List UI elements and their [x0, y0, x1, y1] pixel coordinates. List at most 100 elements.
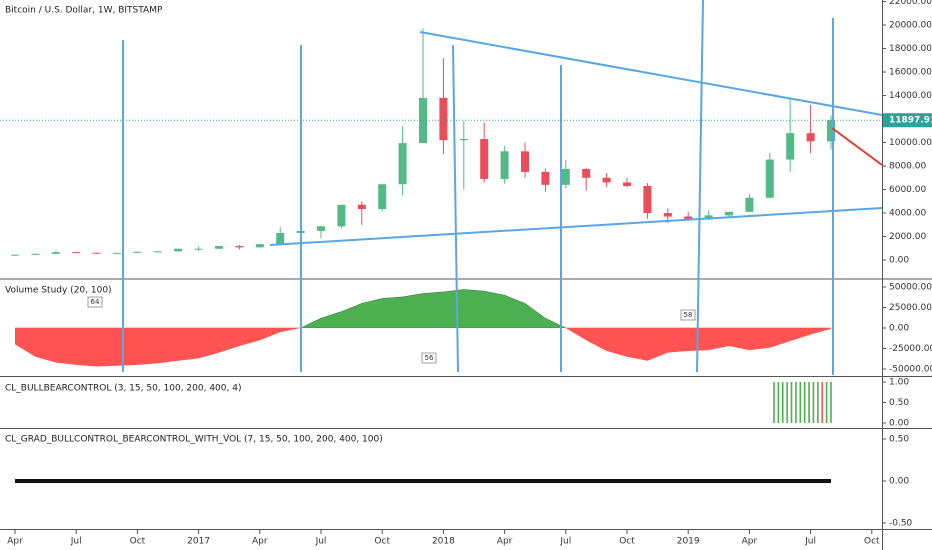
candle-body: [194, 248, 203, 250]
candle-body: [765, 159, 774, 198]
y-tick-label: 4000.00: [889, 209, 926, 219]
bar: [790, 382, 793, 423]
candle-body: [786, 133, 795, 160]
candle-body: [418, 97, 427, 144]
x-tick-label: Oct: [130, 537, 146, 547]
x-tick-label: Apr: [742, 537, 758, 547]
pane-title: Volume Study (20, 100): [5, 286, 112, 296]
annotation-box: [87, 296, 103, 308]
candle-body: [112, 252, 121, 254]
y-tick-label: 18000.00: [889, 44, 932, 54]
annotation-box: [421, 352, 437, 364]
candle-body: [235, 246, 244, 248]
candle-body: [806, 133, 815, 142]
bar: [795, 382, 797, 423]
y-tick-label: 6000.00: [889, 185, 926, 195]
candle-body: [480, 139, 489, 179]
annotation: 58: [684, 311, 693, 319]
candle-body: [10, 254, 19, 256]
y-tick-label: 25000.00: [889, 303, 932, 313]
candle-body: [561, 168, 570, 185]
y-tick-label: 0.00: [889, 256, 909, 266]
x-tick-label: Apr: [7, 537, 23, 547]
projection-line: [831, 127, 883, 166]
annotation-box: [680, 309, 696, 321]
x-tick-label: Apr: [497, 537, 513, 547]
last-price-label: 11897.91: [889, 116, 932, 126]
candle-body: [704, 215, 713, 220]
vertical-line: [452, 44, 459, 373]
candle-body: [153, 251, 162, 253]
candle-body: [541, 171, 550, 185]
x-tick-label: Jul: [559, 537, 571, 547]
bar: [817, 382, 819, 423]
y-tick-label: 16000.00: [889, 68, 932, 78]
drawings: [122, 0, 883, 375]
candle-body: [214, 246, 223, 249]
x-tick-label: Apr: [252, 537, 268, 547]
x-tick-label: Oct: [619, 537, 635, 547]
vertical-line: [696, 0, 704, 373]
trend-line: [419, 31, 883, 116]
candle-body: [398, 143, 407, 185]
x-tick-label: 2019: [677, 537, 700, 547]
y-tick-label: 0.00: [889, 476, 909, 486]
candle-body: [31, 253, 40, 255]
candle-body: [520, 151, 529, 172]
y-tick-label: 2000.00: [889, 232, 926, 242]
y-tick-label: 20000.00: [889, 21, 932, 31]
candle-body: [724, 211, 733, 216]
candle-body: [582, 168, 591, 178]
trend-line: [269, 207, 883, 246]
bar: [825, 382, 828, 423]
y-tick-label: 0.50: [889, 434, 909, 444]
candle-body: [72, 252, 81, 254]
candle-body: [92, 252, 101, 254]
x-tick-label: Oct: [374, 537, 390, 547]
x-tick-label: Oct: [864, 537, 880, 547]
y-tick-label: 0.00: [889, 324, 909, 334]
bar: [803, 382, 806, 423]
bar: [781, 382, 784, 423]
y-tick-label: 0.00: [889, 418, 909, 428]
y-tick-label: -0.50: [889, 518, 913, 528]
bar: [812, 382, 815, 423]
volume-area-negative: [14, 328, 831, 367]
annotation: 56: [425, 354, 434, 362]
bar: [808, 382, 810, 423]
x-tick-label: Jul: [804, 537, 816, 547]
candle-body: [378, 184, 387, 210]
candle-body: [459, 139, 468, 141]
bar: [773, 382, 775, 423]
candle-body: [663, 213, 672, 217]
candle-body: [602, 177, 611, 183]
candle-body: [255, 244, 264, 248]
pane-title: CL_BULLBEARCONTROL (3, 15, 50, 100, 200,…: [5, 384, 241, 394]
candle-body: [316, 226, 325, 231]
y-tick-label: 22000.00: [889, 0, 932, 7]
y-tick-label: 8000.00: [889, 162, 926, 172]
candle-body: [826, 120, 835, 142]
y-tick-label: -50000.00: [889, 364, 932, 374]
annotation: 64: [91, 298, 100, 306]
candle-body: [439, 97, 448, 141]
candle-body: [500, 151, 509, 179]
bar: [799, 382, 802, 423]
bar: [777, 382, 780, 423]
last-price-box: [883, 113, 932, 128]
y-tick-label: 10000.00: [889, 138, 932, 148]
candle-body: [51, 252, 60, 254]
bar: [786, 382, 788, 423]
pane-title: CL_GRAD_BULLCONTROL_BEARCONTROL_WITH_VOL…: [5, 435, 383, 445]
candle-body: [745, 197, 754, 212]
y-tick-label: 50000.00: [889, 283, 932, 293]
candle-body: [357, 204, 366, 210]
candle-body: [174, 248, 183, 252]
candle-body: [684, 216, 693, 220]
bar: [821, 382, 824, 423]
candle-body: [622, 182, 631, 186]
x-tick-label: 2018: [432, 537, 455, 547]
x-tick-label: Jul: [315, 537, 327, 547]
